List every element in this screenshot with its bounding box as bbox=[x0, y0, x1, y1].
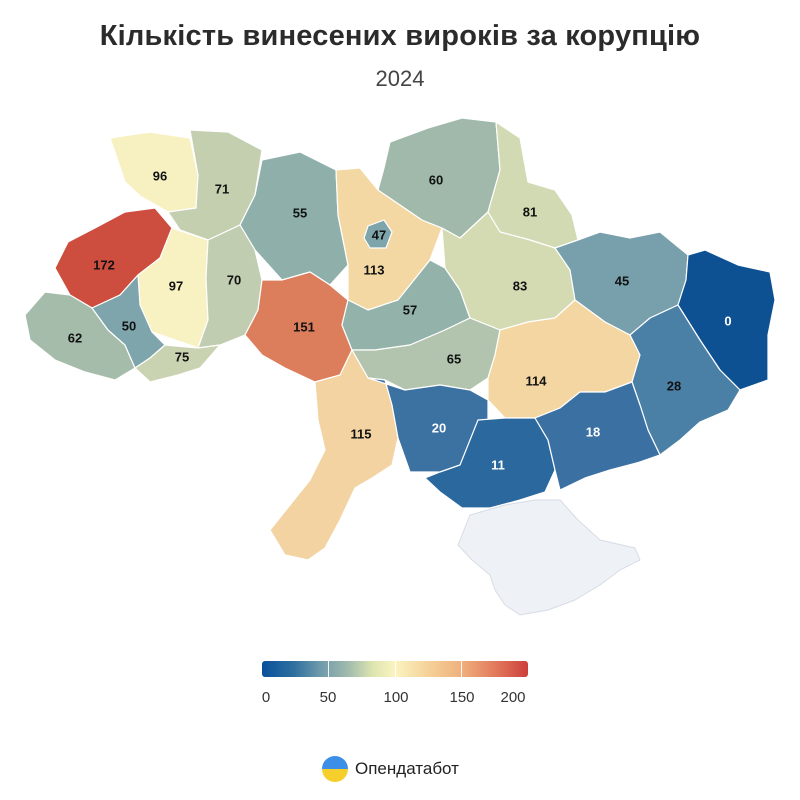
label-ternopil: 97 bbox=[169, 278, 183, 293]
label-kyiv-oblast: 113 bbox=[364, 262, 385, 277]
label-poltava: 83 bbox=[513, 278, 527, 293]
legend-label-50: 50 bbox=[319, 689, 337, 706]
brand: Опендатабот bbox=[322, 756, 459, 782]
label-lviv: 172 bbox=[93, 257, 115, 272]
map-title: Кількість винесених вироків за корупцію bbox=[99, 20, 701, 52]
label-kherson: 11 bbox=[491, 457, 505, 472]
label-odesa: 115 bbox=[351, 426, 372, 441]
color-scale-legend bbox=[262, 661, 528, 677]
label-chernivtsi: 75 bbox=[175, 349, 189, 364]
label-sumy: 81 bbox=[523, 204, 537, 219]
label-zhytomyr: 55 bbox=[293, 205, 307, 220]
label-chernihiv: 60 bbox=[429, 172, 443, 187]
label-zakarpattia: 62 bbox=[68, 330, 82, 345]
label-ivano-frankivsk: 50 bbox=[122, 318, 136, 333]
region-sumy bbox=[487, 121, 579, 249]
region-chernivtsi bbox=[134, 344, 221, 383]
label-mykolaiv: 20 bbox=[432, 420, 446, 435]
label-vinnytsia: 151 bbox=[293, 319, 315, 334]
brand-name: Опендатабот bbox=[355, 759, 459, 778]
label-donetsk: 28 bbox=[667, 378, 681, 393]
label-khmelnytskyi: 70 bbox=[227, 272, 241, 287]
region-crimea bbox=[457, 499, 641, 616]
label-rivne: 71 bbox=[215, 181, 229, 196]
label-cherkasy: 57 bbox=[403, 302, 417, 317]
region-zaporizhzhia bbox=[534, 381, 661, 491]
legend-label-100: 100 bbox=[383, 689, 409, 706]
legend-label-150: 150 bbox=[449, 689, 475, 706]
label-kyiv-city: 47 bbox=[372, 227, 386, 242]
region-zakarpattia bbox=[24, 291, 136, 381]
label-volyn: 96 bbox=[153, 168, 167, 183]
legend-tick bbox=[461, 661, 462, 677]
region-kyiv-city bbox=[363, 219, 393, 249]
legend-tick bbox=[395, 661, 396, 677]
label-zaporizhzhia: 18 bbox=[586, 424, 600, 439]
region-donetsk bbox=[629, 304, 741, 456]
opendatabot-logo-icon bbox=[322, 756, 348, 782]
label-luhansk: 0 bbox=[724, 313, 731, 328]
legend-tick bbox=[328, 661, 329, 677]
legend-label-200: 200 bbox=[500, 689, 526, 706]
label-dnipro: 114 bbox=[526, 373, 548, 388]
legend-label-0: 0 bbox=[261, 689, 271, 706]
label-kharkiv: 45 bbox=[615, 273, 629, 288]
map-subtitle: 2024 bbox=[375, 66, 425, 91]
label-kirovohrad: 65 bbox=[447, 351, 461, 366]
